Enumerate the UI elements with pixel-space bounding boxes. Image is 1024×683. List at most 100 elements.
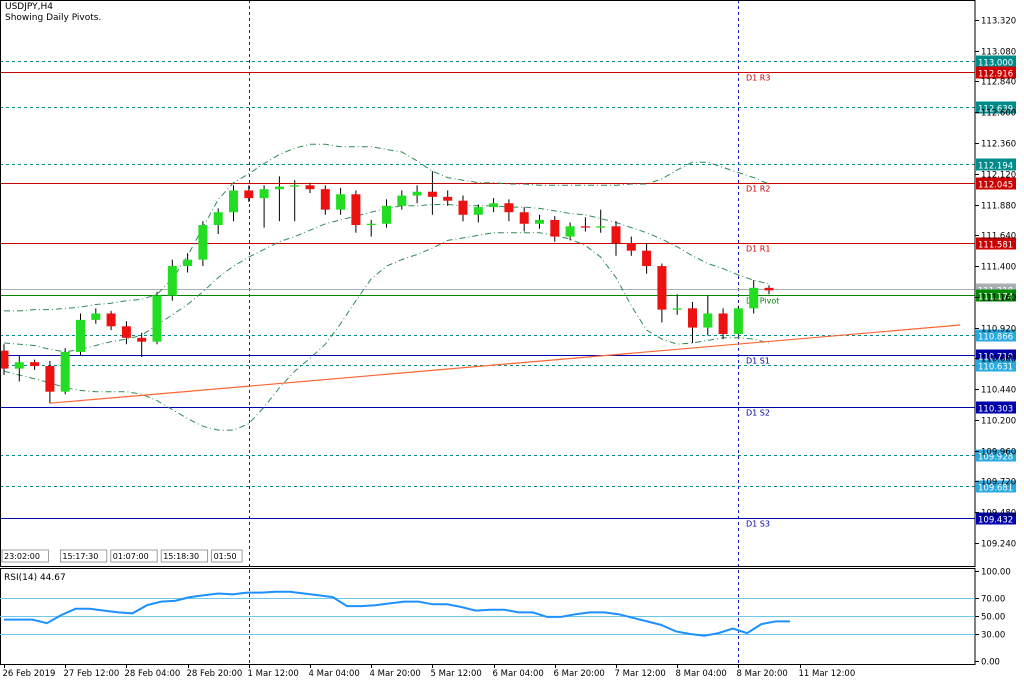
price-tick-label-3: 112.600	[981, 109, 1016, 119]
level-box-13	[976, 480, 1016, 493]
price-tick-label-2: 112.840	[981, 78, 1016, 88]
candle-body-9	[137, 337, 147, 342]
session-box-0	[1, 549, 49, 563]
candle-body-17	[259, 189, 269, 199]
level-value-0: 113.000	[978, 59, 1013, 69]
candle-body-27	[412, 191, 422, 196]
candle-body-41	[626, 242, 636, 251]
candle-body-13	[198, 225, 208, 260]
candle-body-1	[14, 362, 24, 369]
candle-body-44	[672, 308, 682, 310]
level-value-8: 110.866	[978, 333, 1013, 343]
candle-body-25	[382, 205, 391, 224]
level-tag-5: D1 R1	[746, 245, 770, 254]
candle-body-31	[473, 207, 483, 215]
candle-body-0	[0, 350, 9, 369]
candle-29	[443, 190, 453, 206]
candle-body-16	[244, 190, 254, 199]
level-value-10: 110.631	[978, 363, 1013, 373]
candle-body-45	[688, 308, 697, 328]
bollinger-lower	[3, 232, 770, 431]
candle-body-50	[764, 287, 774, 291]
candle-body-34	[519, 212, 529, 224]
candle-body-47	[718, 313, 728, 334]
trendline[interactable]	[49, 324, 961, 404]
candle-0	[0, 344, 9, 376]
candle-11	[167, 259, 177, 301]
level-box-14	[976, 512, 1016, 525]
session-box-1	[60, 549, 108, 563]
price-tick-label-5: 112.120	[981, 171, 1016, 181]
candle-20	[305, 182, 315, 193]
candle-45	[688, 301, 697, 343]
candle-46	[703, 295, 713, 336]
candle-body-39	[596, 226, 606, 228]
session-timers: 23:02:00 15:17:30 01:07:00 15:18:30 01:50	[1, 549, 243, 563]
candle-36	[550, 216, 560, 242]
candle-body-22	[336, 194, 346, 210]
bollinger-upper	[4, 143, 770, 312]
rsi-panel: 100.00 70.00 50.00 30.00 0.00	[0, 568, 1011, 668]
candle-body-43	[657, 266, 667, 310]
rsi-title: RSI(14) 44.67	[4, 573, 66, 583]
level-value-7: 111.174	[978, 293, 1013, 303]
candle-body-23	[351, 194, 361, 226]
level-box-8	[976, 329, 1016, 342]
time-label-11: 8 Mar 04:00	[676, 669, 727, 679]
level-value-9: 110.710	[978, 353, 1013, 363]
level-tag-7: D1 Pivot	[746, 297, 779, 306]
candle-body-29	[443, 196, 453, 201]
candle-6	[91, 308, 101, 324]
price-axis: 113.320 113.080 112.840 112.600 112.360 112.1…	[0, 0, 1016, 665]
session-box-2	[110, 549, 158, 563]
candle-31	[473, 204, 483, 223]
time-label-0: 26 Feb 2019	[3, 669, 56, 679]
time-label-6: 4 Mar 20:00	[370, 669, 421, 679]
candle-body-35	[535, 219, 544, 224]
candle-34	[519, 207, 529, 232]
level-value-11: 110.303	[978, 405, 1013, 415]
candle-body-12	[183, 259, 193, 267]
support-trendline[interactable]	[49, 324, 961, 404]
session-box-3	[160, 549, 208, 563]
candle-13	[198, 221, 208, 267]
candle-10	[152, 291, 162, 345]
session-box-4	[211, 549, 243, 563]
candle-body-2	[30, 362, 40, 367]
time-label-9: 6 Mar 20:00	[554, 669, 605, 679]
candle-12	[183, 253, 193, 273]
chart-symbol-label: USDJPY,H4	[5, 2, 53, 12]
price-tick-label-13: 110.200	[981, 417, 1016, 427]
time-label-5: 4 Mar 04:00	[309, 669, 360, 679]
candle-7	[106, 310, 116, 331]
candle-body-5	[76, 319, 85, 352]
candle-39	[596, 209, 606, 233]
price-tick-label-16: 109.480	[981, 509, 1016, 519]
level-box-10	[976, 359, 1016, 372]
candle-body-6	[91, 313, 101, 320]
candle-body-28	[427, 191, 437, 197]
candle-body-36	[550, 219, 560, 237]
level-box-5	[976, 237, 1016, 250]
candle-9	[137, 332, 147, 358]
time-label-7: 5 Mar 12:00	[431, 669, 482, 679]
price-tick-label-10: 110.920	[981, 325, 1016, 335]
candle-28	[427, 171, 437, 215]
candle-38	[580, 217, 590, 232]
session-label-2: 01:07:00	[113, 552, 149, 561]
candle-30	[458, 195, 468, 222]
candle-body-20	[305, 185, 315, 190]
price-tick-label-9: 111.160	[981, 294, 1016, 304]
level-box-2	[976, 101, 1016, 114]
session-label-1: 15:17:30	[62, 552, 98, 561]
level-box-11	[976, 401, 1016, 414]
candle-14	[213, 208, 223, 235]
price-tick-label-1: 113.080	[981, 48, 1016, 58]
candle-body-32	[489, 203, 499, 208]
level-box-4	[976, 177, 1016, 190]
time-label-13: 11 Mar 12:00	[799, 669, 856, 679]
candle-body-11	[167, 266, 177, 296]
candle-37	[565, 222, 575, 241]
candle-body-49	[749, 287, 759, 309]
